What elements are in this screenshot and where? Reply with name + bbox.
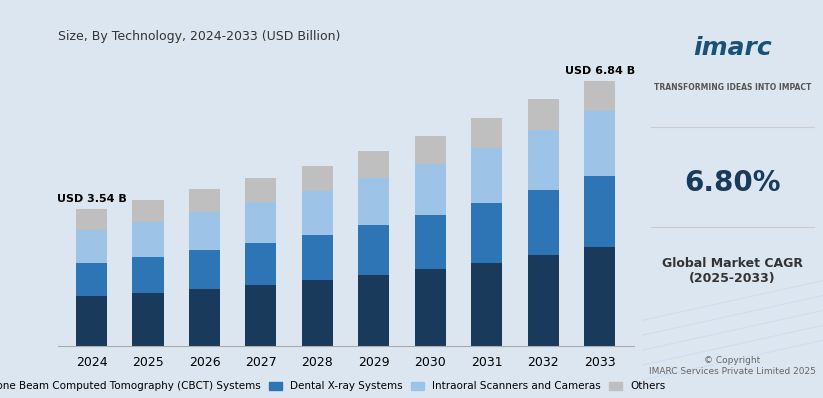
Bar xyxy=(76,230,107,263)
Bar xyxy=(133,257,164,293)
Bar xyxy=(584,176,616,247)
Bar xyxy=(189,250,220,289)
Bar xyxy=(245,243,277,285)
Bar xyxy=(472,203,502,263)
Bar xyxy=(302,235,333,280)
Bar xyxy=(302,191,333,235)
Bar xyxy=(189,289,220,346)
Bar xyxy=(415,215,446,269)
Bar xyxy=(358,275,389,346)
Text: USD 3.54 B: USD 3.54 B xyxy=(57,194,127,204)
Bar xyxy=(76,263,107,296)
Bar xyxy=(528,130,559,190)
Bar xyxy=(76,209,107,230)
Bar xyxy=(245,178,277,202)
Bar xyxy=(133,200,164,222)
Text: © Copyright
IMARC Services Private Limited 2025: © Copyright IMARC Services Private Limit… xyxy=(649,357,816,376)
Bar xyxy=(133,293,164,346)
Bar xyxy=(76,296,107,346)
Bar xyxy=(358,225,389,275)
Text: 6.80%: 6.80% xyxy=(684,169,781,197)
Bar xyxy=(415,164,446,215)
Bar xyxy=(584,111,616,176)
Bar xyxy=(189,189,220,212)
Text: USD 6.84 B: USD 6.84 B xyxy=(565,66,635,76)
Bar xyxy=(189,212,220,250)
Bar xyxy=(245,285,277,346)
Legend: Cone Beam Computed Tomography (CBCT) Systems, Dental X-ray Systems, Intraoral Sc: Cone Beam Computed Tomography (CBCT) Sys… xyxy=(0,377,669,396)
Bar xyxy=(415,136,446,164)
Bar xyxy=(528,99,559,130)
Bar xyxy=(302,166,333,191)
Text: TRANSFORMING IDEAS INTO IMPACT: TRANSFORMING IDEAS INTO IMPACT xyxy=(653,83,811,92)
Text: Global Market CAGR
(2025-2033): Global Market CAGR (2025-2033) xyxy=(662,257,803,285)
Bar xyxy=(133,222,164,257)
Bar xyxy=(415,269,446,346)
Bar xyxy=(472,263,502,346)
Bar xyxy=(472,119,502,148)
Bar xyxy=(358,178,389,225)
Bar xyxy=(245,202,277,243)
Bar xyxy=(584,81,616,111)
Text: Size, By Technology, 2024-2033 (USD Billion): Size, By Technology, 2024-2033 (USD Bill… xyxy=(58,30,340,43)
Bar xyxy=(302,280,333,346)
Bar xyxy=(528,190,559,256)
Bar xyxy=(472,148,502,203)
Bar xyxy=(358,152,389,178)
Text: imarc: imarc xyxy=(693,36,772,60)
Bar xyxy=(584,247,616,346)
Bar xyxy=(528,256,559,346)
